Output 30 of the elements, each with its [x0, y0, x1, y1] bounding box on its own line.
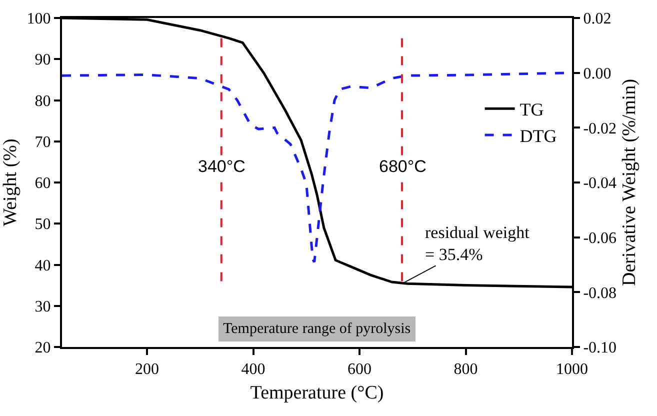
x-axis-title: Temperature (°C) [250, 382, 384, 404]
y2-tick-label: 0.00 [583, 65, 612, 82]
y-tick-label: 40 [34, 257, 51, 274]
y2-tick-label: -0.08 [583, 284, 617, 302]
y-tick-label: 50 [34, 216, 51, 234]
legend-label: DTG [520, 126, 557, 146]
y2-tick-label: -0.04 [583, 175, 617, 192]
y2-tick-label: -0.10 [583, 340, 617, 357]
y-tick-label: 100 [26, 10, 51, 28]
x-tick-label: 200 [135, 361, 159, 378]
x-tick-label: 1000 [556, 361, 588, 378]
y2-tick-label: -0.06 [583, 230, 617, 247]
y-tick-label: 90 [34, 52, 51, 69]
annotation: residual weight = 35.4% [425, 223, 530, 264]
legend-label: TG [520, 100, 544, 120]
ref-line-label: 680°C [379, 157, 426, 176]
y2-axis-title: Derivative Weight (%/min) [618, 78, 640, 286]
y-tick-label: 70 [34, 134, 51, 151]
y2-tick-label: 0.02 [583, 10, 612, 28]
y-tick-label: 30 [34, 298, 51, 316]
y2-tick-label: -0.02 [583, 120, 617, 138]
y-axis-title: Weight (%) [0, 138, 21, 226]
annotation: Temperature range of pyrolysis [223, 321, 411, 337]
x-tick-label: 400 [241, 361, 266, 378]
x-tick-label: 800 [454, 361, 478, 378]
y-tick-label: 20 [34, 340, 51, 357]
ref-line-label: 340°C [198, 157, 246, 176]
x-tick-label: 600 [348, 361, 372, 378]
y-tick-label: 80 [34, 92, 51, 110]
y-tick-label: 60 [34, 175, 51, 192]
